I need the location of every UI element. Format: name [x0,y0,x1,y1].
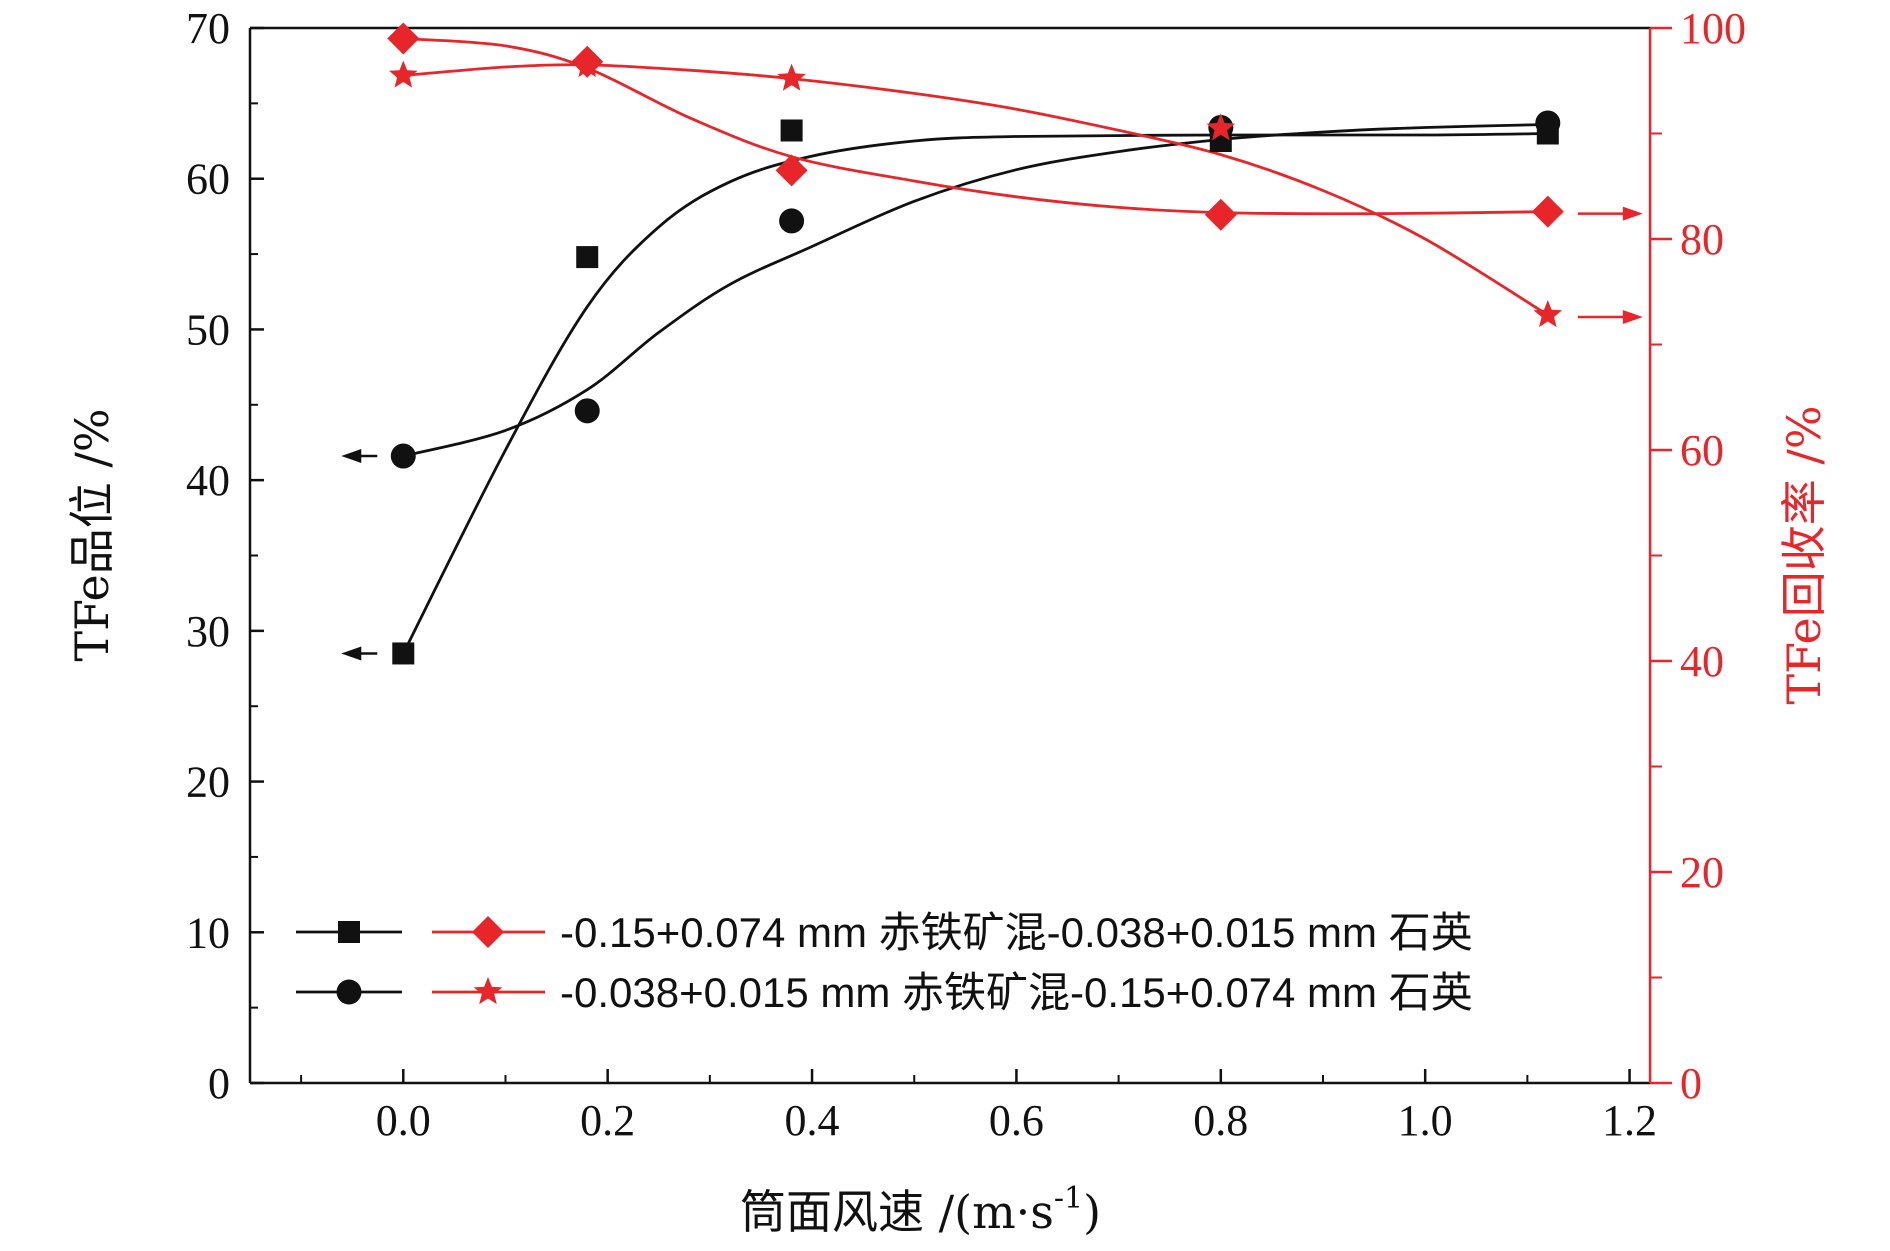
circle-marker-series-1 [574,398,600,424]
diamond-marker-series-2 [387,22,420,55]
left-tick-label: 0 [208,1059,230,1108]
right-pointing-arrowhead [1622,309,1643,324]
legend-label: -0.15+0.074 mm 赤铁矿混-0.038+0.015 mm 石英 [560,909,1473,956]
star-marker-series-3 [573,49,602,78]
right-pointing-arrowhead [1622,206,1643,221]
right-tick-label: 100 [1680,4,1746,53]
data-markers [387,22,1564,665]
legend-label: -0.038+0.015 mm 赤铁矿混-0.15+0.074 mm 石英 [560,969,1473,1016]
square-marker-series-0 [392,642,415,665]
fit-curve-series-1 [402,123,1548,458]
left-tick-label: 70 [186,4,230,53]
legend-diamond-marker [472,916,504,948]
left-tick-label: 20 [186,758,230,807]
left-tick-label: 50 [186,305,230,354]
legend-circle-marker [336,979,362,1005]
left-axis-title: TFe品位 /% [65,408,119,661]
square-marker-series-0 [780,119,803,142]
legend-square-marker [338,921,360,943]
left-tick-label: 60 [186,155,230,204]
x-tick-label: 0.0 [376,1096,431,1145]
x-tick-label: 0.8 [1193,1096,1248,1145]
left-tick-label: 40 [186,456,230,505]
right-tick-label: 20 [1680,848,1724,897]
fit-curves [402,37,1549,655]
x-tick-label: 1.2 [1602,1096,1657,1145]
diamond-marker-series-2 [1531,195,1564,228]
x-tick-label: 0.6 [989,1096,1044,1145]
x-axis-title: 筒面风速 /(m·s-1) [740,1181,1101,1239]
circle-marker-series-1 [779,208,805,234]
right-tick-label: 60 [1680,426,1724,475]
left-tick-label: 30 [186,607,230,656]
diamond-marker-series-2 [775,154,808,187]
circle-marker-series-1 [1535,110,1561,136]
left-tick-label: 10 [186,908,230,957]
fit-curve-series-0 [402,132,1548,655]
right-tick-label: 0 [1680,1059,1702,1108]
legend: -0.15+0.074 mm 赤铁矿混-0.038+0.015 mm 石英 -0.… [296,909,1473,1016]
x-tick-label: 0.4 [785,1096,840,1145]
direction-arrows [341,206,1643,661]
right-axis-title: TFe回收率 /% [1777,405,1831,704]
right-tick-label: 40 [1680,637,1724,686]
square-marker-series-0 [576,246,599,269]
x-tick-label: 0.2 [580,1096,635,1145]
circle-marker-series-1 [390,443,416,469]
star-marker-series-3 [1206,113,1236,141]
diamond-marker-series-2 [1204,198,1237,231]
left-pointing-arrowhead [341,646,362,661]
left-pointing-arrowhead [341,449,362,464]
star-marker-series-3 [1533,300,1563,328]
legend-star-marker [473,977,503,1005]
x-axis-title-superscript: -1 [1054,1181,1083,1216]
axes: 0.0 0.2 0.4 0.6 0.8 1.0 1.2 0 10 20 30 40 50 60 70 0 20 4… [186,4,1746,1145]
right-tick-label: 80 [1680,215,1724,264]
star-marker-series-3 [389,60,418,88]
x-tick-label: 1.0 [1398,1096,1453,1145]
star-marker-series-3 [777,63,806,91]
